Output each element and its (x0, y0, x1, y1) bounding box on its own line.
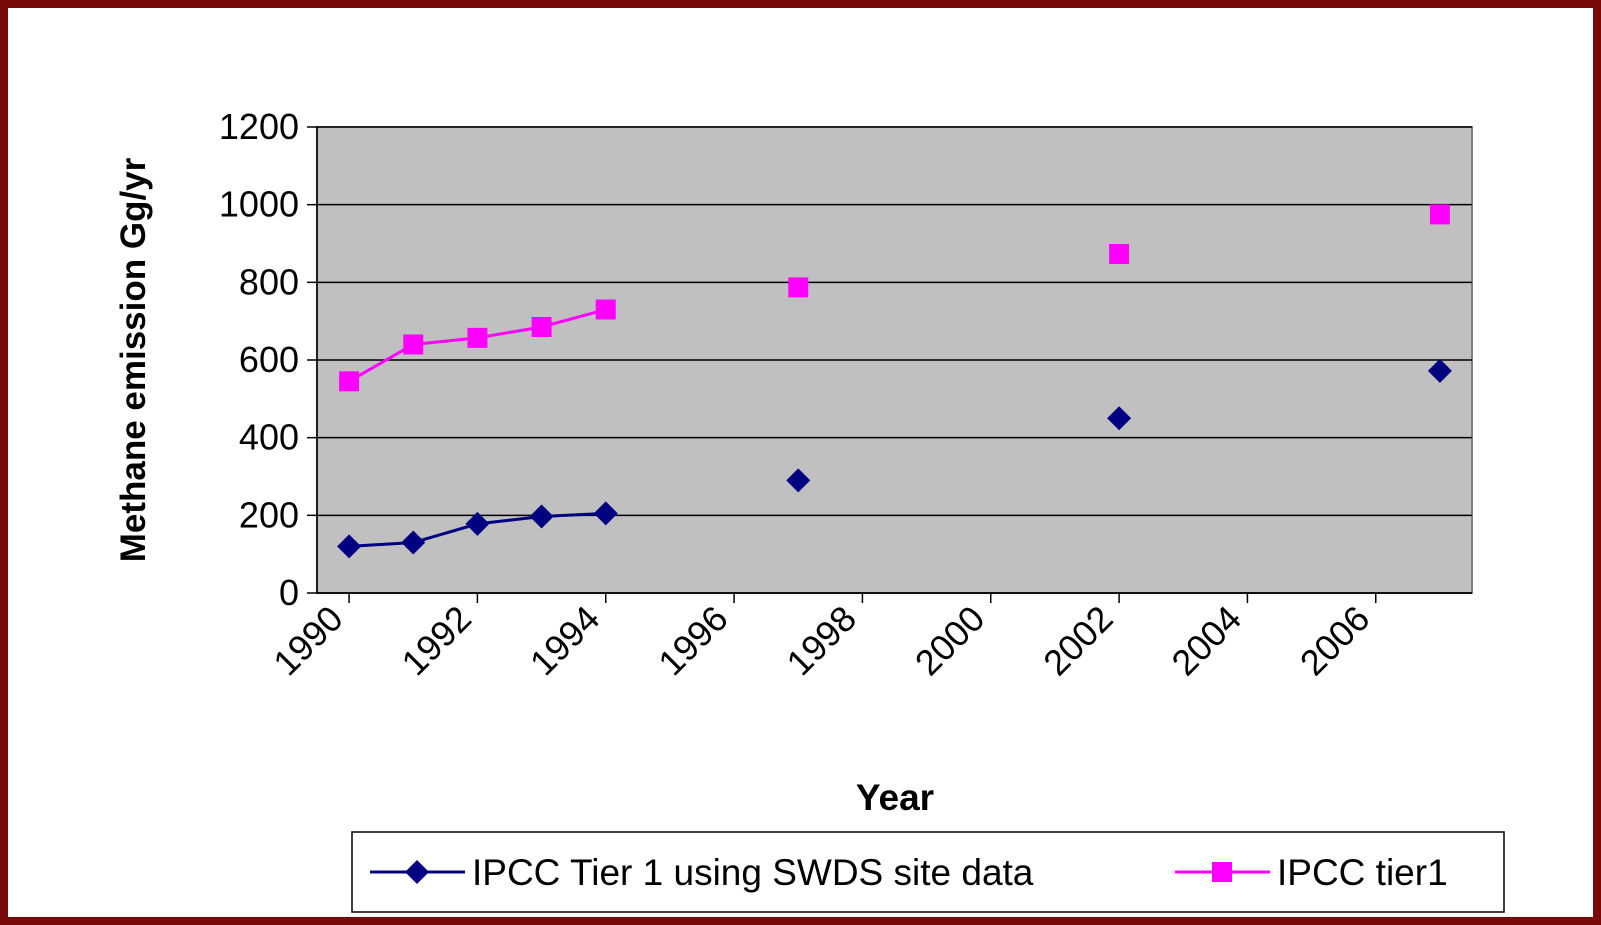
y-tick-label: 800 (239, 261, 299, 302)
marker (467, 327, 488, 348)
x-axis-title: Year (856, 777, 934, 818)
marker (595, 299, 616, 320)
marker (1109, 243, 1130, 264)
legend (351, 831, 1505, 913)
y-tick-label: 1200 (219, 106, 299, 147)
marker (403, 334, 424, 355)
marker (1212, 862, 1232, 882)
y-tick-label: 600 (239, 339, 299, 380)
y-axis-title: Methane emission Gg/yr (114, 157, 153, 562)
marker (465, 511, 490, 536)
y-tick-label: 0 (279, 572, 299, 613)
marker (401, 530, 426, 555)
marker (529, 504, 554, 529)
marker (788, 277, 809, 298)
marker (1427, 358, 1452, 383)
y-tick-label: 200 (239, 494, 299, 535)
legend-label: IPCC Tier 1 using SWDS site data (472, 852, 1034, 893)
marker (405, 860, 429, 884)
marker (593, 501, 618, 526)
marker (337, 534, 362, 559)
marker (1107, 406, 1132, 431)
y-tick-label: 400 (239, 417, 299, 458)
marker (531, 316, 552, 337)
legend-label: IPCC tier1 (1277, 852, 1448, 893)
marker (786, 468, 811, 493)
marker (339, 371, 360, 392)
y-tick-label: 1000 (219, 184, 299, 225)
marker (1429, 204, 1450, 225)
